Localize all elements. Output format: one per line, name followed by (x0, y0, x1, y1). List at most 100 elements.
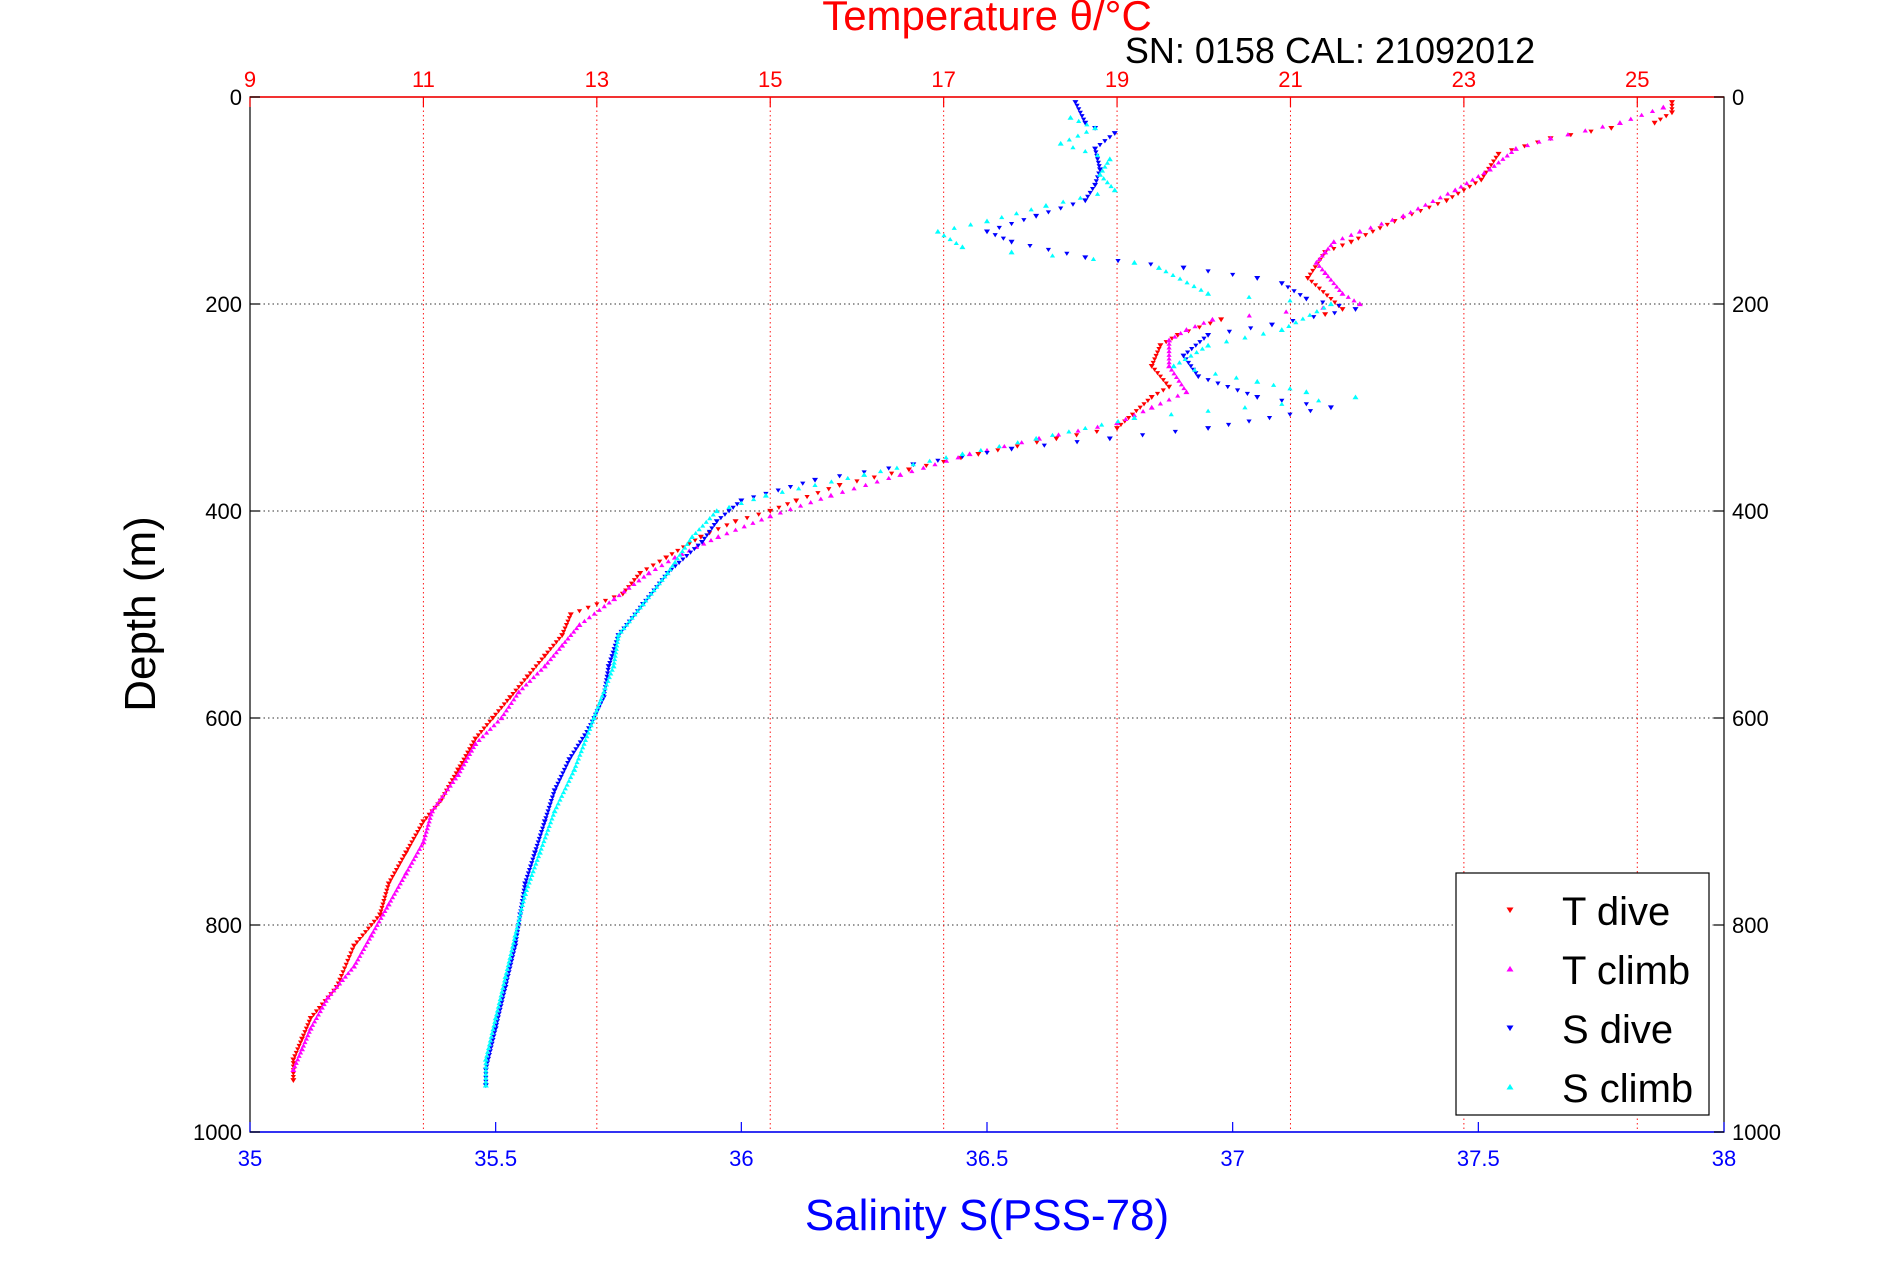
data-point (1657, 117, 1664, 122)
data-point (1355, 236, 1361, 241)
data-point (1327, 405, 1334, 411)
data-point (704, 533, 710, 538)
data-point (1095, 160, 1101, 165)
data-point (325, 994, 332, 1000)
data-point (808, 500, 814, 505)
data-point (1435, 202, 1441, 207)
data-point (341, 966, 348, 971)
data-point (1233, 375, 1239, 380)
temperature-tick-label: 13 (585, 67, 609, 92)
data-point (409, 860, 415, 865)
data-point (591, 611, 597, 616)
data-point (732, 527, 739, 532)
data-point (1045, 247, 1052, 253)
left-axis-ticks: 0 200 400 600 800 1000 (193, 85, 260, 1145)
data-point (1467, 184, 1473, 190)
data-point (428, 812, 434, 817)
data-point (1193, 371, 1199, 376)
data-point (519, 681, 525, 686)
data-point (447, 783, 453, 788)
data-point (521, 895, 527, 900)
data-point (1430, 198, 1436, 204)
data-point (738, 500, 744, 506)
data-point (1097, 143, 1103, 148)
data-point (1356, 228, 1363, 234)
data-point (724, 531, 730, 536)
data-point (559, 793, 565, 798)
data-point (1106, 156, 1113, 162)
data-point (651, 588, 657, 593)
data-point (533, 861, 539, 866)
data-point (295, 1047, 301, 1052)
data-point (290, 1074, 296, 1080)
data-point (1166, 363, 1173, 369)
data-point (984, 450, 990, 456)
data-point (495, 1004, 501, 1009)
data-point (1171, 371, 1177, 376)
data-point (613, 650, 619, 655)
data-point (1378, 221, 1385, 226)
data-point (910, 462, 916, 467)
data-point (1180, 265, 1187, 271)
data-point (1157, 343, 1164, 349)
data-point (1082, 198, 1089, 204)
data-point (603, 682, 610, 687)
top-axis-ticks: 9 11 13 15 17 19 21 23 25 (244, 67, 1650, 107)
data-point (1157, 374, 1164, 379)
data-point (542, 835, 548, 840)
data-point (1600, 124, 1606, 129)
data-point (1491, 159, 1497, 164)
data-point (750, 520, 756, 525)
data-point (1094, 157, 1101, 162)
data-point (565, 636, 571, 641)
data-point (385, 881, 392, 887)
data-point (557, 797, 563, 802)
chart-subtitle: SN: 0158 CAL: 21092012 (1125, 30, 1535, 71)
data-point (470, 740, 477, 745)
data-point (416, 826, 423, 831)
data-point (415, 850, 421, 855)
data-point (514, 925, 520, 930)
data-point (1260, 331, 1266, 336)
data-point (837, 474, 843, 479)
data-point (563, 764, 569, 769)
data-point (492, 1019, 498, 1024)
data-point (604, 671, 611, 676)
data-point (363, 943, 369, 948)
data-point (513, 688, 519, 693)
data-point (1313, 259, 1320, 265)
data-point (1469, 177, 1476, 182)
data-point (1320, 290, 1326, 295)
data-point (1082, 255, 1089, 261)
data-point (501, 702, 507, 707)
data-point (338, 973, 345, 979)
data-point (695, 543, 701, 548)
data-point (1042, 202, 1049, 208)
data-point (306, 1019, 312, 1024)
data-point (1070, 145, 1076, 150)
data-point (1352, 307, 1359, 312)
data-point (496, 1011, 502, 1016)
data-point (516, 917, 522, 923)
data-point (323, 998, 329, 1003)
data-point (498, 705, 505, 710)
data-point (1493, 155, 1499, 160)
data-point (502, 985, 509, 990)
data-point (1248, 326, 1254, 331)
data-point (405, 867, 411, 872)
data-point (290, 1071, 296, 1076)
data-point (634, 574, 640, 579)
data-point (483, 1079, 489, 1084)
data-point (482, 1056, 489, 1062)
data-point (568, 774, 574, 780)
depth-tick-label: 800 (205, 913, 242, 938)
data-point (1166, 384, 1173, 390)
data-point (565, 619, 571, 624)
data-point (483, 1071, 489, 1077)
data-point (420, 839, 427, 845)
data-point (1111, 131, 1118, 136)
data-point (871, 475, 877, 480)
data-point (553, 640, 559, 645)
data-point (886, 466, 892, 471)
data-point (290, 1057, 297, 1063)
